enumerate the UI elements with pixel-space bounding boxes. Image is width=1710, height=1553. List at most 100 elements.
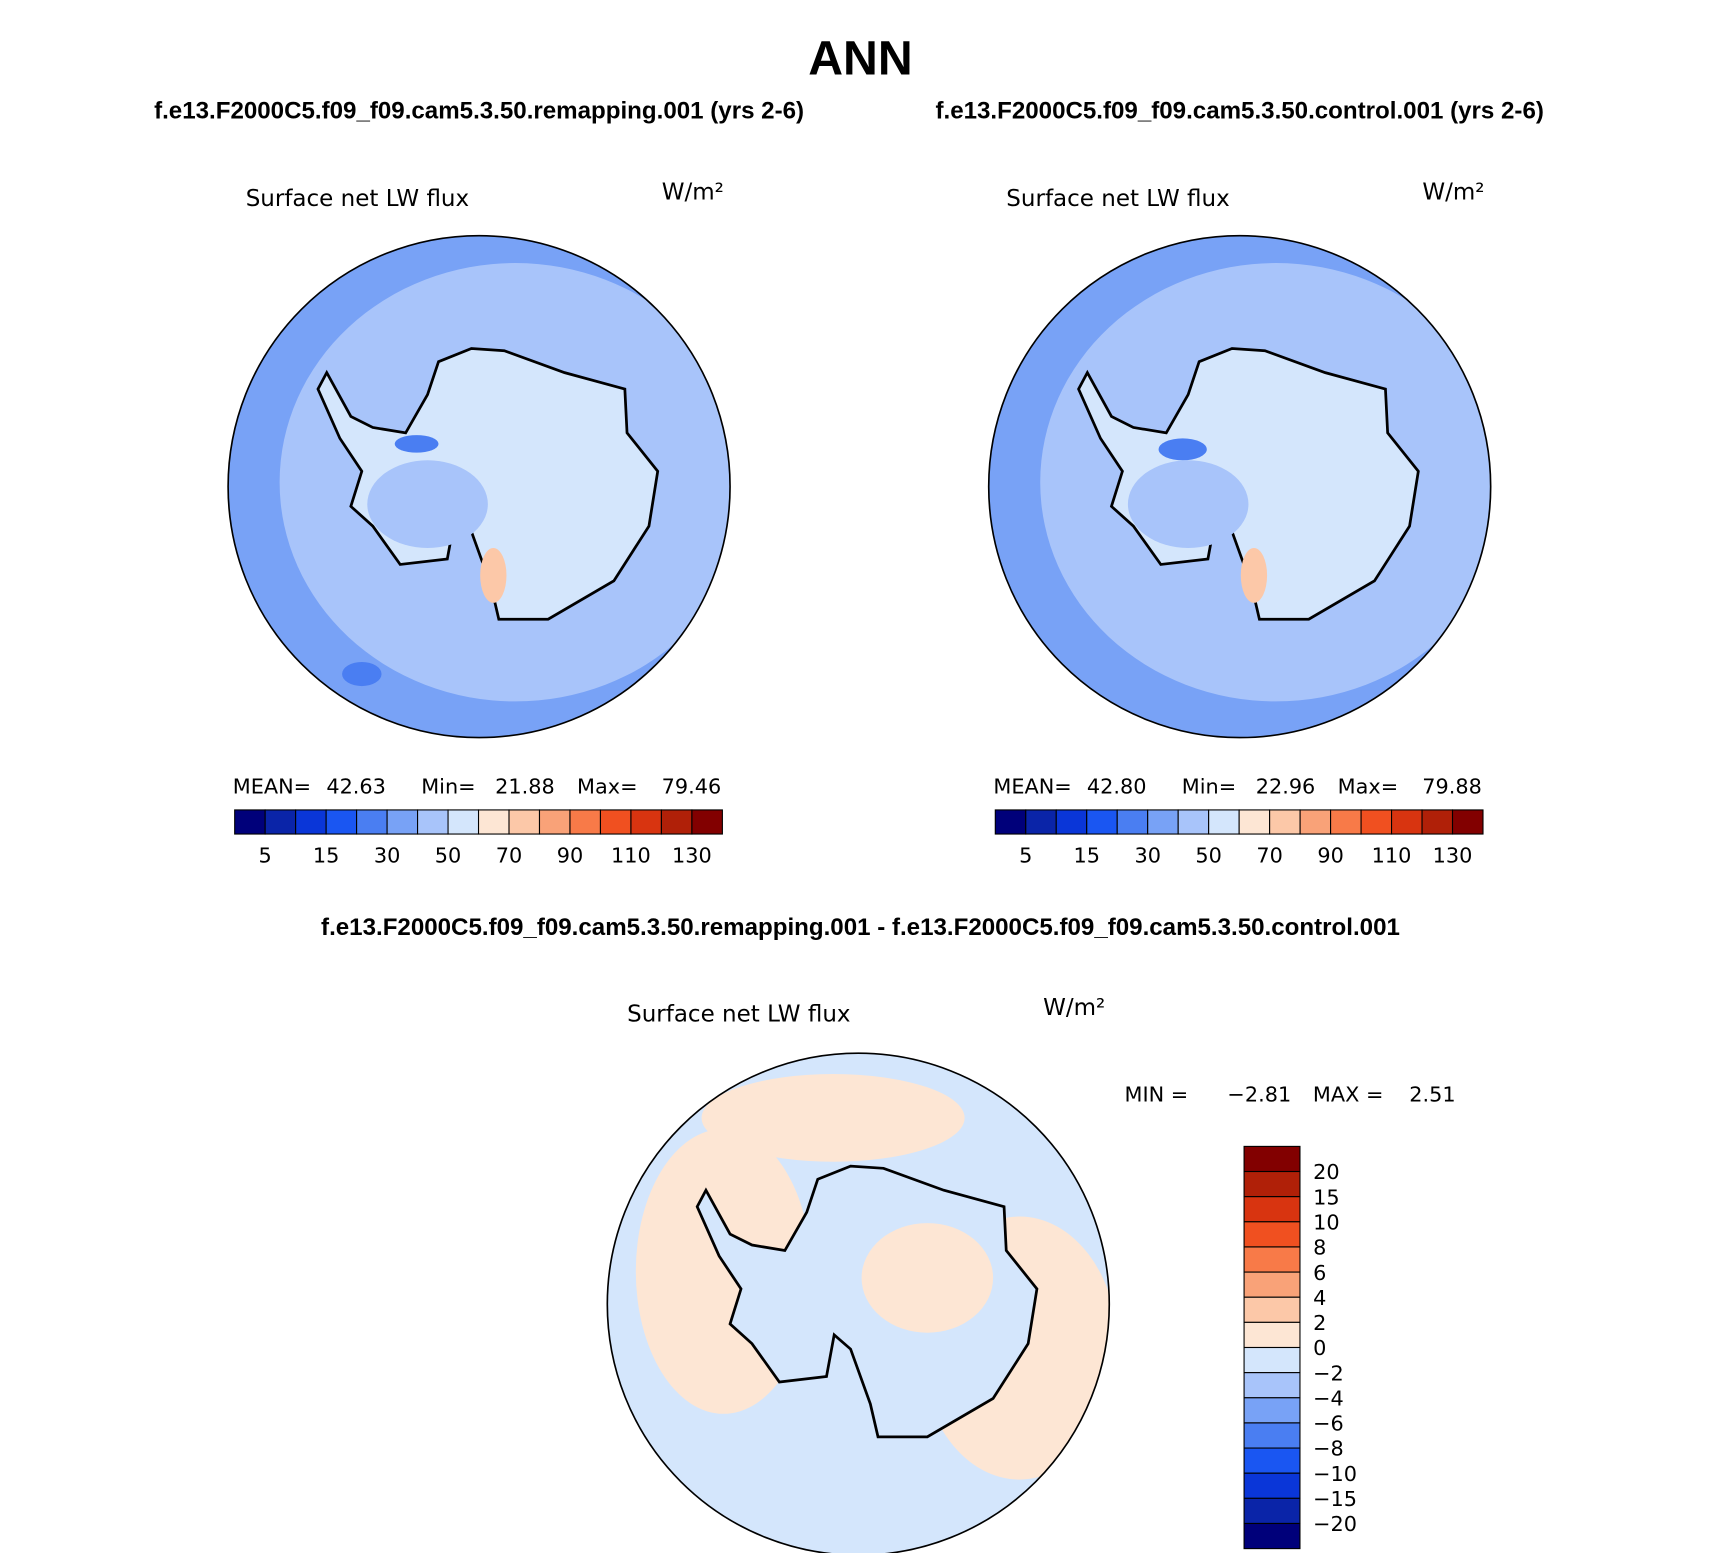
colorbar-box [691, 809, 723, 835]
stat-value: 42.80 [1087, 774, 1147, 798]
colorbar-label: −6 [1313, 1412, 1344, 1436]
colorbar-box [1243, 1246, 1301, 1273]
colorbar-box [1243, 1397, 1301, 1424]
colorbar-box [994, 809, 1027, 835]
colorbar-label: 15 [313, 844, 339, 868]
units-label: W/m² [662, 179, 724, 205]
variable-label: Surface net LW flux [246, 186, 469, 212]
colorbar-box [1116, 809, 1149, 835]
colorbar-label: 10 [1313, 1210, 1339, 1234]
map-border [987, 234, 1492, 739]
stat-label: Max= [1338, 774, 1398, 798]
colorbar-box [325, 809, 358, 835]
stat-label: MIN = [1125, 1082, 1189, 1106]
colorbar-label: 50 [435, 844, 461, 868]
colorbar-box [1243, 1221, 1301, 1248]
colorbar-box [1299, 809, 1332, 835]
case-title: f.e13.F2000C5.f09_f09.cam5.3.50.remappin… [321, 914, 1400, 941]
colorbar-label: 2 [1313, 1311, 1326, 1335]
colorbar-label: −4 [1313, 1386, 1344, 1410]
colorbar-label: 50 [1195, 844, 1221, 868]
stat-value: 2.51 [1409, 1082, 1455, 1106]
stat-label: Max= [577, 774, 637, 798]
colorbar-label: 90 [557, 844, 583, 868]
colorbar-label: 6 [1313, 1261, 1326, 1285]
colorbar-label: −20 [1313, 1512, 1357, 1536]
colorbar-box [599, 809, 632, 835]
colorbar-box [1421, 809, 1454, 835]
colorbar-box [1391, 809, 1423, 835]
stat-label: MAX = [1313, 1082, 1384, 1106]
colorbar-box [356, 809, 388, 835]
map-border [227, 234, 731, 739]
colorbar-box [569, 809, 602, 835]
colorbar-box [1243, 1145, 1301, 1173]
stat-value: 22.96 [1256, 774, 1316, 798]
stat-value: 42.63 [326, 774, 386, 798]
colorbar-box [386, 809, 419, 835]
colorbar-label: 5 [1019, 844, 1032, 868]
colorbar-box [1243, 1170, 1301, 1198]
colorbar-box [1269, 809, 1301, 835]
colorbar-box [660, 809, 693, 835]
colorbar-box [477, 809, 510, 835]
colorbar-box [1243, 1372, 1301, 1399]
colorbar-label: 4 [1313, 1286, 1326, 1310]
variable-label: Surface net LW flux [627, 1001, 850, 1027]
colorbar-box [264, 809, 297, 835]
case-title: f.e13.F2000C5.f09_f09.cam5.3.50.control.… [935, 97, 1543, 124]
colorbar-label: −15 [1313, 1487, 1357, 1511]
colorbar-box [538, 809, 571, 835]
title: ANN [808, 32, 912, 86]
colorbar-box [1147, 809, 1179, 835]
colorbar-label: 0 [1313, 1336, 1326, 1360]
stat-label: MEAN= [233, 774, 311, 798]
colorbar-box [1243, 1196, 1301, 1223]
colorbar-label: 110 [611, 844, 651, 868]
colorbar-label: 70 [1256, 844, 1282, 868]
colorbar-label: 30 [1134, 844, 1160, 868]
colorbar-box [1243, 1422, 1301, 1449]
colorbar-box [1086, 809, 1118, 835]
case-title: f.e13.F2000C5.f09_f09.cam5.3.50.remappin… [154, 97, 804, 124]
colorbar-box [1360, 809, 1393, 835]
colorbar-label: 20 [1313, 1160, 1339, 1184]
colorbar-box [1451, 809, 1484, 835]
colorbar-label: 5 [259, 844, 272, 868]
colorbar-box [1243, 1447, 1301, 1474]
colorbar-box [1243, 1497, 1301, 1525]
colorbar-label: 130 [1433, 844, 1473, 868]
colorbar-box [1243, 1522, 1301, 1550]
colorbar-box [1238, 809, 1271, 835]
colorbar-label: 110 [1372, 844, 1412, 868]
units-label: W/m² [1422, 179, 1484, 205]
stat-value: 79.46 [662, 774, 722, 798]
colorbar-box [1243, 1321, 1301, 1349]
stat-label: Min= [1182, 774, 1236, 798]
colorbar-label: 15 [1073, 844, 1099, 868]
stat-value: 21.88 [495, 774, 555, 798]
colorbar-box [1330, 809, 1362, 835]
variable-label: Surface net LW flux [1006, 186, 1229, 212]
colorbar-label: 90 [1317, 844, 1343, 868]
colorbar-box [1243, 1472, 1301, 1499]
map-border [606, 1052, 1111, 1553]
colorbar-box [234, 809, 266, 835]
colorbar-box [1243, 1346, 1301, 1374]
stat-label: Min= [421, 774, 475, 798]
colorbar-box [447, 809, 480, 835]
colorbar-box [1055, 809, 1088, 835]
colorbar-label: 130 [672, 844, 712, 868]
map [988, 235, 1491, 738]
stat-label: MEAN= [993, 774, 1071, 798]
stat-value: 79.88 [1422, 774, 1482, 798]
units-label: W/m² [1043, 995, 1105, 1021]
map [607, 1053, 1110, 1553]
colorbar-box [1243, 1271, 1301, 1298]
stat-value: −2.81 [1227, 1082, 1291, 1106]
colorbar-box [417, 809, 449, 835]
colorbar-label: −2 [1313, 1361, 1344, 1385]
map [228, 235, 731, 738]
colorbar-box [295, 809, 327, 835]
